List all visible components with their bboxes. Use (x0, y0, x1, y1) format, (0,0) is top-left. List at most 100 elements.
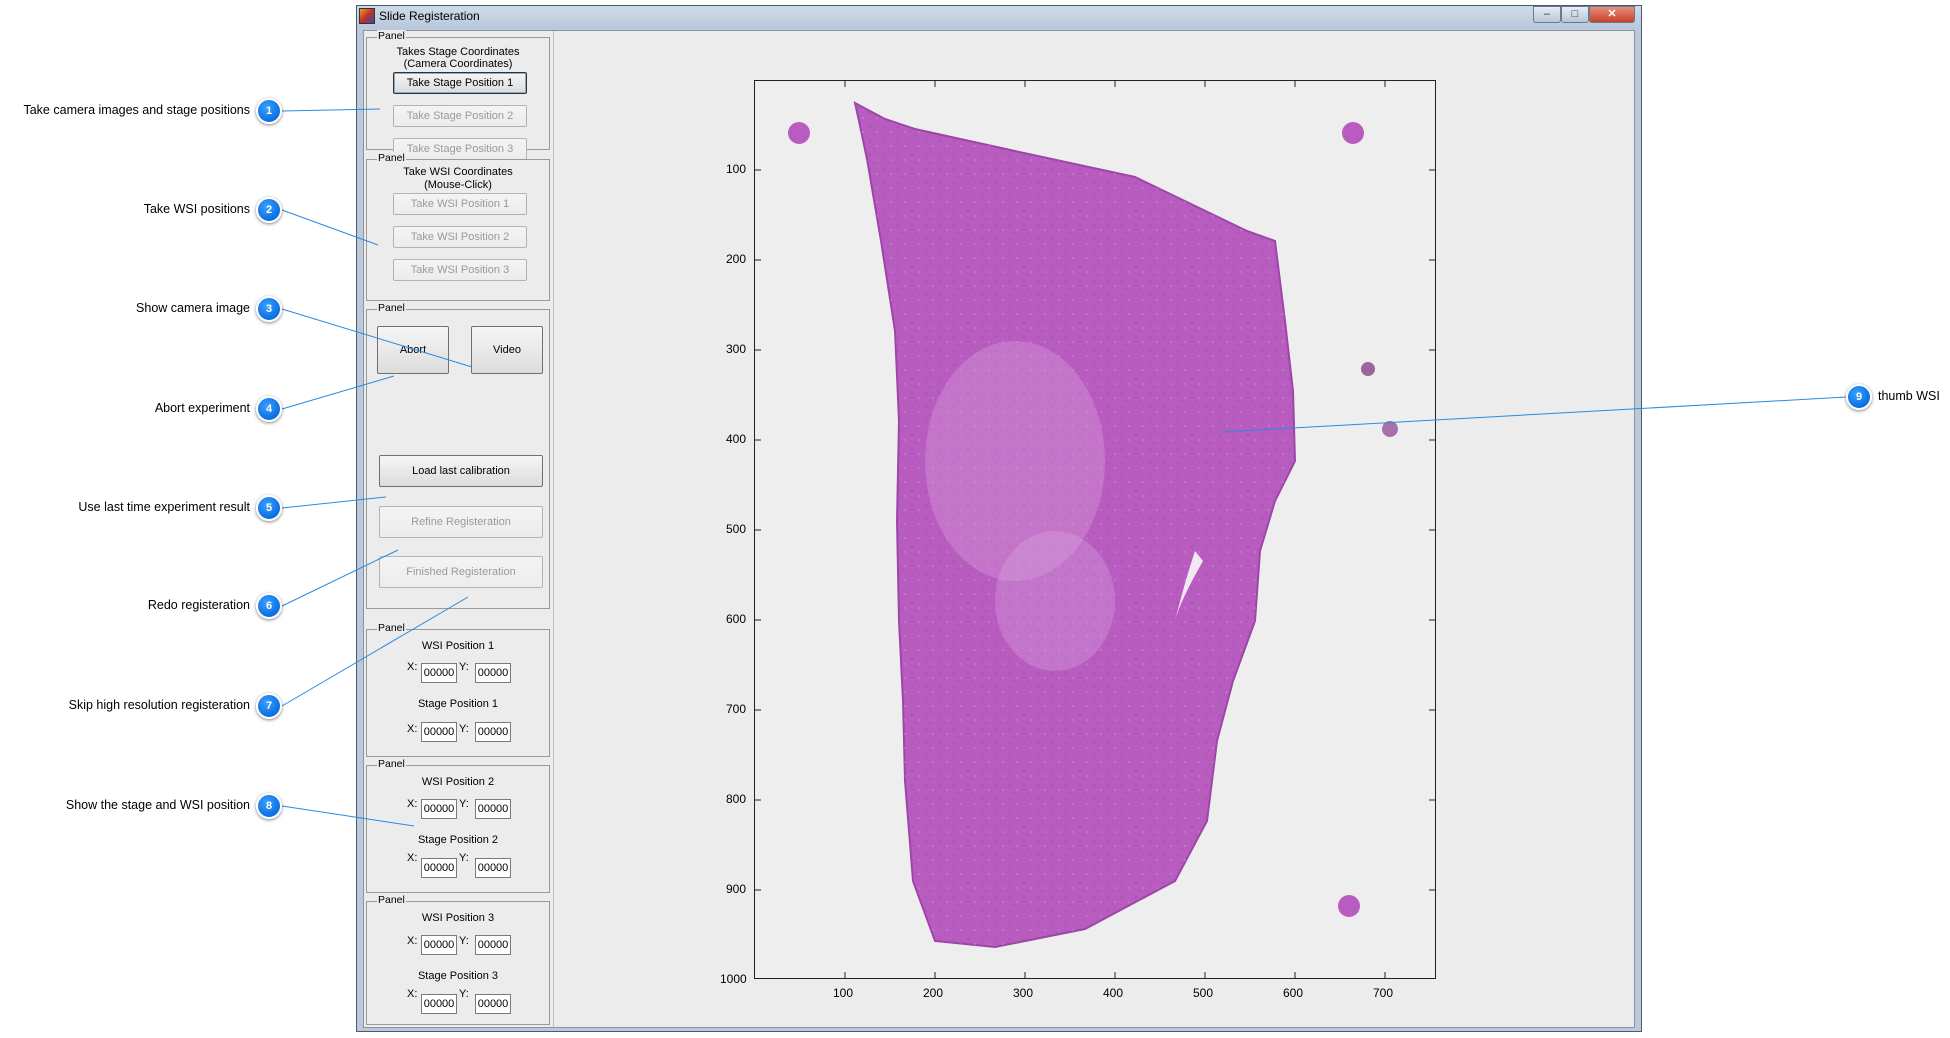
annotation-3-text: Show camera image (136, 301, 250, 315)
wsi-coordinates-panel: Panel Take WSI Coordinates (Mouse-Click)… (366, 152, 550, 301)
control-column: Panel Takes Stage Coordinates (Camera Co… (364, 30, 554, 1027)
control-panel: Panel Abort Video Load last calibration … (366, 302, 550, 609)
y-tick-label: 300 (726, 342, 747, 356)
take-stage-position-2-button[interactable]: Take Stage Position 2 (393, 105, 527, 127)
axis-ticks (755, 81, 1435, 978)
pale-region (995, 531, 1115, 671)
refine-registeration-button[interactable]: Refine Registeration (379, 506, 543, 538)
annotation-badge-8: 8 (256, 793, 282, 819)
abort-button[interactable]: Abort (377, 326, 449, 374)
annotation-2-text: Take WSI positions (143, 202, 250, 216)
panel-label: Panel (377, 758, 406, 770)
panel-label: Panel (377, 894, 406, 906)
position-panel-3: Panel WSI Position 3 X: 00000 Y: 00000 S… (366, 894, 550, 1025)
annotation-badge-6: 6 (256, 593, 282, 619)
wsi-y-field[interactable]: 00000 (475, 663, 511, 683)
x-tick-label: 700 (1373, 986, 1394, 1000)
annotation-badge-3: 3 (256, 296, 282, 322)
wsi-position-title: WSI Position 2 (421, 776, 495, 788)
y-label: Y: (459, 798, 469, 810)
maximize-button[interactable]: □ (1561, 6, 1589, 23)
annotation-badge-1: 1 (256, 98, 282, 124)
y-tick-label: 600 (726, 612, 747, 626)
annotation-badge-9: 9 (1846, 384, 1872, 410)
annotation-4-text: Abort experiment (154, 401, 250, 415)
annotation-7-text: Skip high resolution registeration (68, 698, 250, 712)
video-button[interactable]: Video (471, 326, 543, 374)
wsi-x-field[interactable]: 00000 (421, 663, 457, 683)
dark-spot (1382, 421, 1398, 437)
stage-heading: Takes Stage Coordinates (396, 46, 520, 58)
finished-registeration-button[interactable]: Finished Registeration (379, 556, 543, 588)
wsi-x-field[interactable]: 00000 (421, 935, 457, 955)
annotation-6-text: Redo registeration (147, 598, 250, 612)
y-tick-label: 400 (726, 432, 747, 446)
x-label: X: (407, 852, 418, 864)
stage-x-field[interactable]: 00000 (421, 722, 457, 742)
x-tick-label: 600 (1283, 986, 1304, 1000)
wsi-position-title: WSI Position 3 (421, 912, 495, 924)
y-label: Y: (459, 988, 469, 1000)
y-tick-label: 1000 (720, 972, 747, 986)
marker-dot (1342, 122, 1364, 144)
stage-coordinates-panel: Panel Takes Stage Coordinates (Camera Co… (366, 30, 550, 160)
wsi-thumbnail-axes[interactable] (754, 80, 1436, 979)
x-label: X: (407, 988, 418, 1000)
position-panel-1: Panel WSI Position 1 X: 00000 Y: 00000 S… (366, 622, 550, 757)
annotation-1-text: Take camera images and stage positions (23, 103, 250, 117)
y-label: Y: (459, 661, 469, 673)
take-stage-position-3-button[interactable]: Take Stage Position 3 (393, 138, 527, 160)
x-label: X: (407, 798, 418, 810)
annotation-badge-5: 5 (256, 495, 282, 521)
annotation-9-text: thumb WSI (1878, 389, 1940, 403)
stage-y-field[interactable]: 00000 (475, 858, 511, 878)
close-button[interactable]: ✕ (1589, 6, 1635, 23)
stage-position-title: Stage Position 1 (417, 698, 499, 710)
take-wsi-position-3-button[interactable]: Take WSI Position 3 (393, 259, 527, 281)
stage-position-title: Stage Position 3 (417, 970, 499, 982)
stage-position-title: Stage Position 2 (417, 834, 499, 846)
annotation-badge-2: 2 (256, 197, 282, 223)
x-tick-label: 200 (923, 986, 944, 1000)
tissue-crack (1175, 551, 1203, 621)
take-wsi-position-2-button[interactable]: Take WSI Position 2 (393, 226, 527, 248)
position-panel-2: Panel WSI Position 2 X: 00000 Y: 00000 S… (366, 758, 550, 893)
panel-label: Panel (377, 302, 406, 314)
dark-spot (1361, 362, 1375, 376)
wsi-y-field[interactable]: 00000 (475, 935, 511, 955)
marker-dot (788, 122, 810, 144)
take-wsi-position-1-button[interactable]: Take WSI Position 1 (393, 193, 527, 215)
panel-label: Panel (377, 622, 406, 634)
x-tick-label: 300 (1013, 986, 1034, 1000)
wsi-y-field[interactable]: 00000 (475, 799, 511, 819)
y-label: Y: (459, 723, 469, 735)
y-tick-label: 100 (726, 162, 747, 176)
load-last-calibration-button[interactable]: Load last calibration (379, 455, 543, 487)
stage-subheading: (Camera Coordinates) (403, 58, 513, 70)
wsi-subheading: (Mouse-Click) (424, 179, 492, 191)
take-stage-position-1-button[interactable]: Take Stage Position 1 (393, 72, 527, 94)
annotation-8-text: Show the stage and WSI position (65, 798, 250, 812)
pale-region (925, 341, 1105, 581)
title-bar[interactable]: Slide Registeration – □ ✕ (357, 6, 1641, 28)
annotation-5-text: Use last time experiment result (78, 500, 250, 514)
y-tick-label: 700 (726, 702, 747, 716)
stage-y-field[interactable]: 00000 (475, 722, 511, 742)
stage-y-field[interactable]: 00000 (475, 994, 511, 1014)
x-tick-label: 100 (833, 986, 854, 1000)
stage-x-field[interactable]: 00000 (421, 858, 457, 878)
wsi-thumbnail-image[interactable] (755, 81, 1435, 978)
wsi-x-field[interactable]: 00000 (421, 799, 457, 819)
x-label: X: (407, 723, 418, 735)
annotation-badge-7: 7 (256, 693, 282, 719)
y-tick-label: 500 (726, 522, 747, 536)
y-label: Y: (459, 935, 469, 947)
panel-label: Panel (377, 152, 406, 164)
y-tick-label: 200 (726, 252, 747, 266)
x-label: X: (407, 935, 418, 947)
minimize-button[interactable]: – (1533, 6, 1561, 23)
window-title: Slide Registeration (379, 9, 480, 23)
x-label: X: (407, 661, 418, 673)
y-tick-label: 800 (726, 792, 747, 806)
stage-x-field[interactable]: 00000 (421, 994, 457, 1014)
